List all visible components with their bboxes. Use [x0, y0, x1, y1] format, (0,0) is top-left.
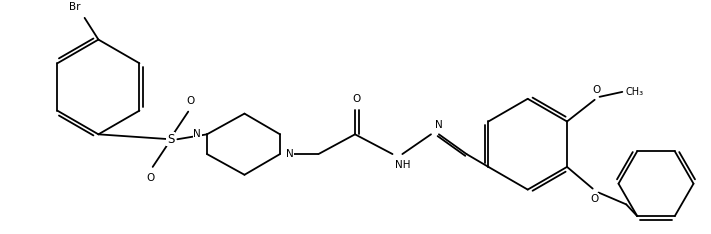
Text: N: N — [286, 149, 294, 159]
Text: Br: Br — [69, 2, 80, 12]
Text: O: O — [146, 173, 155, 183]
Text: S: S — [167, 133, 174, 146]
Text: O: O — [591, 194, 599, 204]
Text: NH: NH — [395, 160, 411, 170]
Text: O: O — [353, 94, 361, 104]
Text: N: N — [193, 129, 201, 139]
Text: CH₃: CH₃ — [625, 87, 643, 97]
Text: O: O — [592, 85, 601, 95]
Text: N: N — [435, 120, 443, 130]
Text: O: O — [186, 96, 194, 106]
